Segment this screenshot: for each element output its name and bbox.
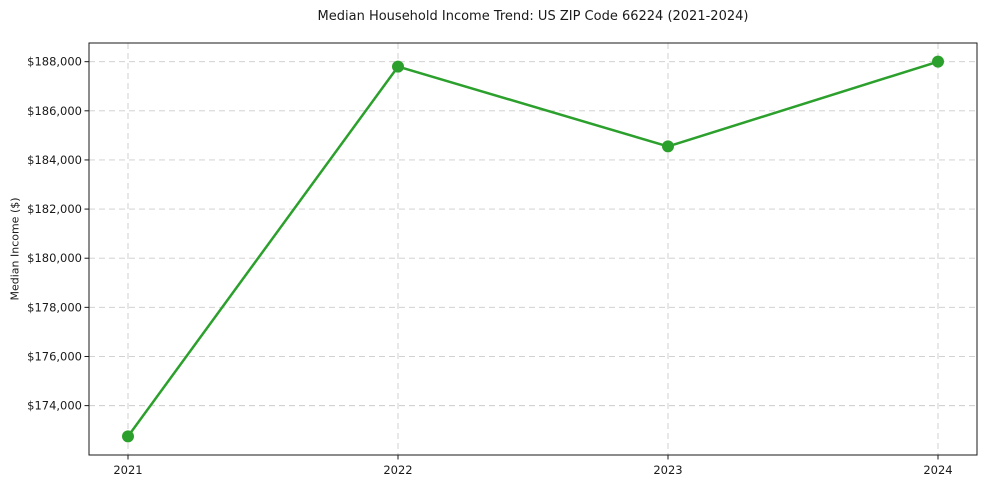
y-axis-label: Median Income ($) — [8, 197, 22, 301]
data-point-2022 — [392, 60, 404, 73]
chart-title: Median Household Income Trend: US ZIP Co… — [317, 9, 749, 24]
data-point-2024 — [932, 55, 944, 68]
y-tick-label: $178,000 — [27, 300, 82, 314]
y-tick-label: $188,000 — [27, 55, 82, 69]
data-point-2023 — [662, 140, 674, 153]
x-tick-label: 2024 — [923, 463, 952, 477]
y-tick-label: $174,000 — [27, 399, 82, 413]
x-tick-label: 2023 — [653, 463, 682, 477]
y-tick-label: $186,000 — [27, 104, 82, 118]
plot-border — [88, 42, 978, 456]
x-tick-label: 2021 — [113, 463, 142, 477]
x-tick-label: 2022 — [383, 463, 412, 477]
trend-line — [126, 60, 940, 438]
y-tick-label: $182,000 — [27, 202, 82, 216]
y-tick-label: $184,000 — [27, 153, 82, 167]
data-point-2021 — [122, 430, 134, 443]
y-tick-label: $176,000 — [27, 349, 82, 363]
y-tick-label: $180,000 — [27, 251, 82, 265]
